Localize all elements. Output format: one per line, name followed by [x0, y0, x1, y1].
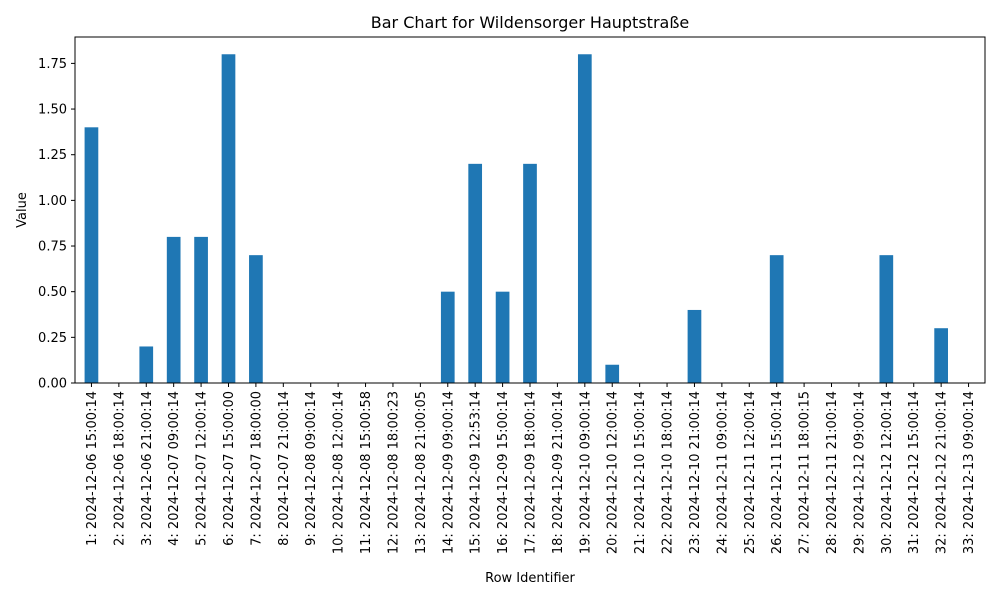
x-axis: 1: 2024-12-06 15:00:14 2: 2024-12-06 18:0…: [85, 383, 977, 554]
x-tick-label: 4: 2024-12-07 09:00:14: [167, 391, 182, 546]
x-tick-label: 19: 2024-12-10 09:00:14: [578, 391, 593, 554]
x-tick-label: 8: 2024-12-07 21:00:14: [277, 391, 292, 546]
y-tick-label: 0.25: [38, 331, 67, 346]
x-tick-label: 5: 2024-12-07 12:00:14: [195, 391, 210, 546]
x-tick-label: 22: 2024-12-10 18:00:14: [661, 391, 676, 554]
x-tick-label: 29: 2024-12-12 09:00:14: [852, 391, 867, 554]
x-tick-label: 7: 2024-12-07 18:00:00: [249, 391, 264, 546]
bar: [523, 163, 537, 383]
x-tick-label: 11: 2024-12-08 15:00:58: [359, 391, 374, 554]
x-tick-label: 3: 2024-12-06 21:00:14: [140, 391, 155, 546]
x-tick-label: 26: 2024-12-11 15:00:14: [770, 391, 785, 554]
y-tick-label: 1.25: [38, 148, 67, 163]
y-tick-label: 1.50: [38, 103, 67, 118]
bar: [221, 54, 236, 383]
x-tick-label: 13: 2024-12-08 21:00:05: [414, 391, 429, 554]
x-tick-label: 6: 2024-12-07 15:00:00: [222, 391, 237, 546]
x-tick-label: 9: 2024-12-08 09:00:14: [304, 391, 319, 546]
x-tick-label: 10: 2024-12-08 12:00:14: [332, 391, 347, 554]
x-tick-label: 14: 2024-12-09 09:00:14: [441, 391, 456, 554]
y-tick-label: 0.50: [38, 285, 67, 300]
bar: [769, 255, 784, 383]
x-tick-label: 32: 2024-12-12 21:00:14: [935, 391, 950, 554]
y-axis: 0.00 0.25 0.50 0.75 1.00 1.25 1.50 1.75: [38, 57, 75, 392]
y-tick-label: 1.75: [38, 57, 67, 72]
x-tick-label: 2: 2024-12-06 18:00:14: [112, 391, 127, 546]
bar: [194, 236, 208, 383]
bar: [468, 163, 483, 383]
y-axis-label: Value: [15, 192, 30, 228]
x-tick-label: 30: 2024-12-12 12:00:14: [880, 391, 895, 554]
x-tick-label: 1: 2024-12-06 15:00:14: [85, 391, 100, 546]
bar: [879, 255, 894, 383]
bar: [577, 54, 592, 383]
x-tick-label: 33: 2024-12-13 09:00:14: [962, 391, 977, 554]
x-tick-label: 27: 2024-12-11 18:00:15: [798, 391, 813, 554]
bar: [249, 255, 263, 383]
bar: [440, 291, 455, 383]
x-tick-label: 20: 2024-12-10 12:00:14: [606, 391, 621, 554]
bar: [166, 236, 181, 383]
plot-frame: [74, 36, 986, 384]
y-tick-label: 0.00: [38, 377, 67, 392]
bars-group: [84, 54, 948, 383]
x-tick-label: 25: 2024-12-11 12:00:14: [743, 391, 758, 554]
bar: [687, 309, 702, 383]
bar: [934, 328, 948, 383]
x-tick-label: 21: 2024-12-10 15:00:14: [633, 391, 648, 554]
y-tick-label: 0.75: [38, 240, 67, 255]
x-tick-label: 18: 2024-12-09 21:00:14: [551, 391, 566, 554]
x-axis-label: Row Identifier: [485, 571, 575, 586]
x-tick-label: 12: 2024-12-08 18:00:23: [386, 391, 401, 554]
x-tick-label: 28: 2024-12-11 21:00:14: [825, 391, 840, 554]
y-tick-label: 1.00: [38, 194, 67, 209]
x-tick-label: 15: 2024-12-09 12:53:14: [469, 391, 484, 554]
chart-title: Bar Chart for Wildensorger Hauptstraße: [371, 13, 690, 32]
x-tick-label: 17: 2024-12-09 18:00:14: [524, 391, 539, 554]
x-tick-label: 31: 2024-12-12 15:00:14: [907, 391, 922, 554]
x-tick-label: 23: 2024-12-10 21:00:14: [688, 391, 703, 554]
bar: [605, 364, 620, 383]
x-tick-label: 24: 2024-12-11 09:00:14: [715, 391, 730, 554]
bar: [84, 127, 99, 383]
x-tick-label: 16: 2024-12-09 15:00:14: [496, 391, 511, 554]
bar: [139, 346, 154, 383]
bar: [495, 291, 510, 383]
